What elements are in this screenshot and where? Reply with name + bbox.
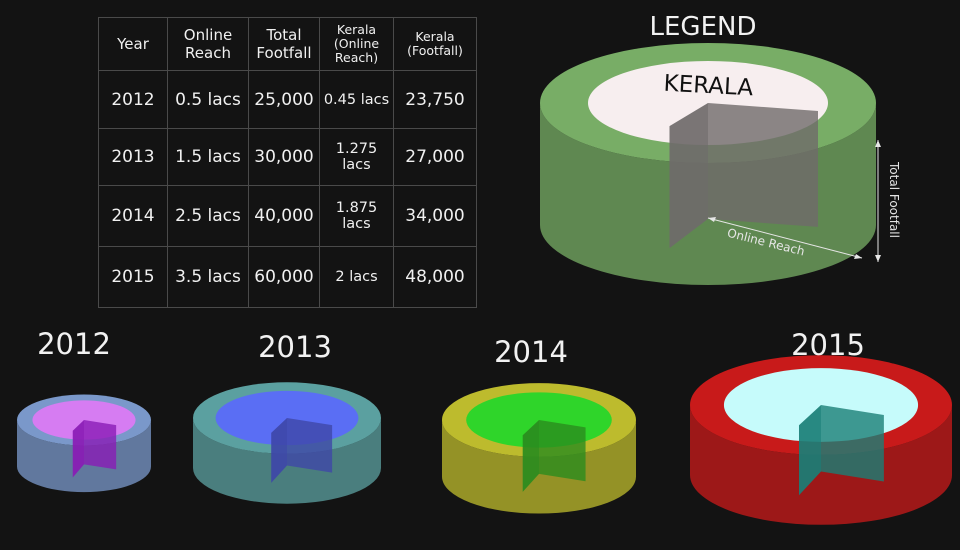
cell-year: 2015 [98, 246, 168, 308]
cell-kerala-online-reach: 2 lacs [319, 246, 394, 308]
wheel-2014 [442, 383, 636, 514]
wheel-2012 [17, 394, 151, 493]
cell-year: 2013 [98, 128, 168, 186]
legend-title: LEGEND [650, 12, 757, 42]
cell-online-reach: 1.5 lacs [167, 128, 249, 186]
wheel-2015-cut-left [798, 405, 821, 496]
table-header-row: Year Online Reach Total Footfall Kerala (On… [98, 17, 477, 71]
wheel-2013-cut-right [287, 418, 333, 473]
cell-online-reach: 3.5 lacs [167, 246, 249, 308]
stats-table: Year Online Reach Total Footfall Kerala (On… [98, 17, 477, 308]
wheel-2014-cut-right [539, 420, 586, 482]
cell-total-footfall: 30,000 [248, 128, 320, 186]
wheel-2014-cut-left [522, 420, 539, 492]
cell-kerala-online-reach: 1.875 lacs [319, 185, 394, 247]
year-label-2014: 2014 [494, 335, 568, 369]
cell-kerala-online-reach: 1.275 lacs [319, 128, 394, 186]
year-label-2013: 2013 [258, 330, 332, 364]
cell-online-reach: 2.5 lacs [167, 185, 249, 247]
header-total-footfall: Total Footfall [248, 17, 320, 71]
cell-kerala-footfall: 48,000 [393, 246, 477, 308]
wheel-2015 [690, 355, 952, 525]
cell-total-footfall: 25,000 [248, 70, 320, 129]
wheel-2015-cut-right [821, 405, 884, 482]
cell-total-footfall: 40,000 [248, 185, 320, 247]
legend-wheel-cut-left [669, 103, 708, 249]
table-row: 2012 0.5 lacs 25,000 0.45 lacs 23,750 [98, 70, 477, 129]
wheel-2012-cut-right [84, 420, 117, 470]
year-wheels [17, 355, 952, 525]
cell-kerala-footfall: 23,750 [393, 70, 477, 129]
legend-x-axis-arrow [707, 217, 863, 259]
legend-y-axis-label: Total Footfall [887, 161, 901, 238]
wheel-2013-cut-left [271, 418, 287, 483]
cell-kerala-online-reach: 0.45 lacs [319, 70, 394, 129]
legend-kerala-label: KERALA [663, 71, 754, 102]
legend-wheel-cut-right [708, 103, 818, 227]
year-label-2012: 2012 [37, 327, 111, 361]
cell-total-footfall: 60,000 [248, 246, 320, 308]
header-kerala-online-reach: Kerala (Online Reach) [319, 17, 394, 71]
header-kerala-footfall: Kerala (Footfall) [393, 17, 477, 71]
table-row: 2015 3.5 lacs 60,000 2 lacs 48,000 [98, 246, 477, 308]
wheel-2012-cut-left [72, 420, 84, 478]
table-row: 2014 2.5 lacs 40,000 1.875 lacs 34,000 [98, 185, 477, 247]
cell-kerala-footfall: 34,000 [393, 185, 477, 247]
header-online-reach: Online Reach [167, 17, 249, 71]
header-year: Year [98, 17, 168, 71]
wheel-2013 [193, 382, 381, 504]
